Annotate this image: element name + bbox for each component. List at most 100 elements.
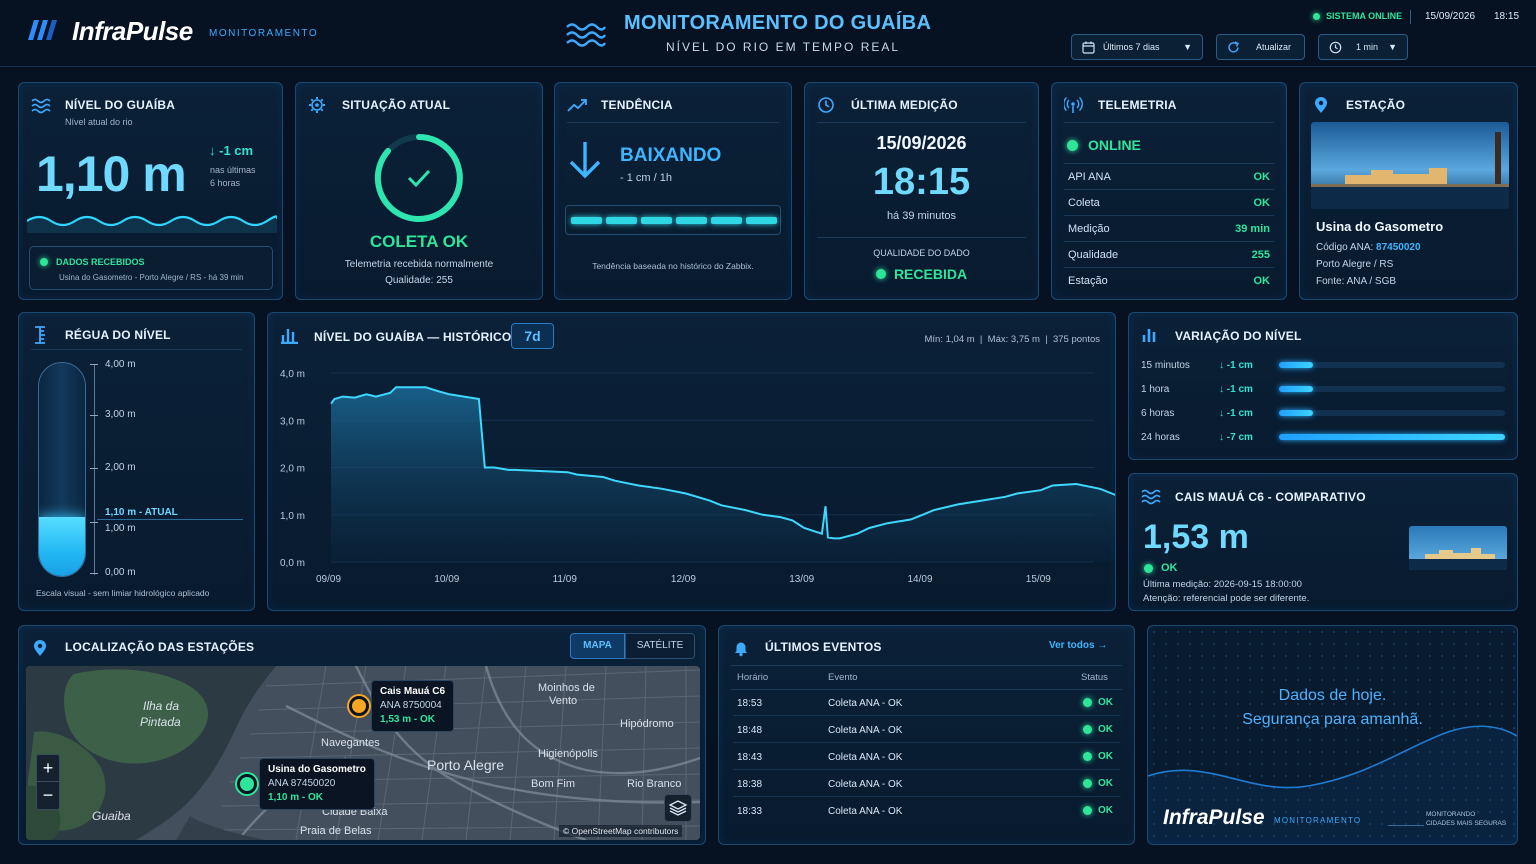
trend-bar — [746, 217, 777, 224]
refresh-icon — [1228, 40, 1239, 53]
status-detail: Telemetria recebida normalmente — [344, 259, 494, 270]
map-label: Higienópolis — [538, 748, 598, 760]
see-all-link[interactable]: Ver todos → — [1049, 640, 1107, 651]
data-received-status: DADOS RECEBIDOS — [40, 257, 145, 267]
status-value: COLETA OK — [369, 232, 469, 251]
station-image — [1311, 122, 1509, 209]
variation-bar-fill — [1279, 410, 1313, 416]
level-wave-graphic — [27, 215, 277, 233]
data-received-box: DADOS RECEBIDOS Usina do Gasometro - Por… — [29, 246, 273, 290]
events-header-event: Evento — [828, 672, 858, 683]
y-tick-label: 3,0 m — [280, 416, 305, 427]
variation-row-label: 24 horas — [1141, 432, 1180, 443]
variation-row-value: ↓ -1 cm — [1219, 408, 1253, 419]
map-view[interactable]: Ilha da Pintada Navegantes Porto Alegre … — [26, 666, 700, 840]
status-dot-icon — [1067, 139, 1078, 151]
telemetry-row: Qualidade 255 — [1068, 249, 1270, 261]
variation-bar-track — [1279, 410, 1505, 416]
zoom-in-button[interactable]: + — [36, 754, 60, 782]
clock-icon — [1329, 41, 1342, 53]
arrow-down-icon: ↓ — [209, 143, 216, 158]
layers-icon — [668, 800, 688, 816]
station-marker-cais[interactable] — [349, 696, 369, 716]
map-attribution[interactable]: © OpenStreetMap contributors — [559, 825, 683, 837]
ruler-fill — [39, 517, 85, 576]
level-card: NÍVEL DO GUAÍBA Nível atual do rio 1,10 … — [18, 82, 283, 300]
variation-row-value: ↓ -1 cm — [1219, 360, 1253, 371]
events-header-time: Horário — [737, 672, 769, 683]
ruler-label: 4,00 m — [105, 359, 136, 370]
compare-card: CAIS MAUÁ C6 - COMPARATIVO 1,53 m OK Últ… — [1128, 473, 1518, 611]
brand-subtitle: MONITORAMENTO — [209, 28, 319, 39]
station-source: Fonte: ANA / SGB — [1316, 276, 1397, 287]
table-row: 18:53 Coleta ANA - OK OK — [733, 690, 1120, 716]
trend-rate: - 1 cm / 1h — [620, 172, 672, 184]
station-marker-gasometro[interactable] — [237, 774, 257, 794]
zoom-out-button[interactable]: − — [36, 782, 60, 810]
promo-line-1: Dados de hoje. — [1278, 687, 1387, 704]
variation-row: 1 hora ↓ -1 cm — [1141, 384, 1253, 395]
divider — [31, 349, 242, 350]
level-delta-note-2: 6 horas — [210, 178, 241, 188]
x-tick-label: 12/09 — [671, 574, 696, 585]
event-time: 18:43 — [737, 752, 763, 763]
y-tick-label: 4,0 m — [280, 369, 305, 380]
variation-card: VARIAÇÃO DO NÍVEL 15 minutos ↓ -1 cm 1 ho… — [1128, 312, 1518, 460]
header-separator — [0, 66, 1536, 67]
last-time: 18:15 — [872, 161, 971, 203]
ruler-tick — [90, 468, 98, 469]
events-header-status: Status — [1081, 672, 1108, 683]
popup-station-name: Usina do Gasometro — [268, 764, 366, 775]
map-label: Vento — [549, 695, 578, 707]
telemetry-row-label: Estação — [1068, 275, 1108, 287]
history-card: NÍVEL DO GUAÍBA — HISTÓRICO 7d Mín: 1,04… — [267, 312, 1116, 611]
compare-last: Última medição: 2026-09-15 18:00:00 — [1143, 579, 1302, 590]
event-time: 18:48 — [737, 725, 763, 736]
status-dot-icon — [875, 269, 886, 279]
map-tab-satellite[interactable]: SATÉLITE — [625, 633, 695, 659]
event-text: Coleta ANA - OK — [828, 806, 903, 817]
trend-status: BAIXANDO — [620, 145, 722, 166]
event-time: 18:38 — [737, 779, 763, 790]
trend-bar — [606, 217, 637, 224]
status-quality: Qualidade: 255 — [385, 275, 453, 286]
range-badge[interactable]: 7d — [511, 323, 554, 349]
ruler-tick — [90, 364, 98, 365]
status-dot-icon — [40, 258, 48, 266]
last-measurement-card: ÚLTIMA MEDIÇÃO 15/09/2026 18:15 há 39 mi… — [804, 82, 1039, 300]
variation-row-value: ↓ -1 cm — [1219, 384, 1253, 395]
level-delta: ↓ -1 cm — [209, 143, 253, 158]
compare-status-text: OK — [1161, 562, 1178, 574]
compare-image — [1409, 526, 1507, 570]
ruler-icon — [35, 326, 45, 344]
variation-row: 6 horas ↓ -1 cm — [1141, 408, 1253, 419]
ruler-label: 2,00 m — [105, 462, 136, 473]
x-tick-label: 10/09 — [434, 574, 459, 585]
refresh-button-label: Atualizar — [1256, 42, 1292, 52]
event-status: OK — [1083, 697, 1113, 708]
x-tick-label: 09/09 — [316, 574, 341, 585]
interval-select[interactable]: 1 min ▼ — [1318, 34, 1408, 60]
history-title: NÍVEL DO GUAÍBA — HISTÓRICO — [314, 330, 512, 344]
promo-tag-1: MONITORANDO — [1426, 811, 1476, 818]
y-tick-label: 1,0 m — [280, 511, 305, 522]
popup-station-name: Cais Mauá C6 — [380, 686, 446, 697]
divider — [731, 665, 1122, 666]
location-pin-icon — [1315, 97, 1327, 113]
compare-title: CAIS MAUÁ C6 - COMPARATIVO — [1175, 490, 1366, 504]
calendar-icon — [1082, 41, 1095, 54]
quality-label: QUALIDADE DO DADO — [873, 248, 970, 258]
divider — [817, 122, 1026, 123]
refresh-button[interactable]: Atualizar — [1216, 34, 1305, 60]
station-popup-cais: Cais Mauá C6 ANA 8750004 1,53 m - OK — [371, 680, 455, 732]
history-chart: 4,0 m 3,0 m 2,0 m 1,0 m 0,0 m 09/09 10/09 11/0… — [280, 369, 1115, 585]
compare-warning: Atenção: referencial pode ser diferente. — [1143, 593, 1310, 604]
variation-bar-fill — [1279, 386, 1313, 392]
layers-button[interactable] — [664, 794, 692, 822]
variation-title: VARIAÇÃO DO NÍVEL — [1175, 329, 1302, 343]
x-tick-label: 14/09 — [908, 574, 933, 585]
history-stats: Mín: 1,04 m | Máx: 3,75 m | 375 pontos — [924, 334, 1101, 345]
period-select[interactable]: Últimos 7 dias ▼ — [1071, 34, 1203, 60]
map-label: Pintada — [140, 715, 181, 729]
map-tab-map[interactable]: MAPA — [570, 633, 625, 659]
